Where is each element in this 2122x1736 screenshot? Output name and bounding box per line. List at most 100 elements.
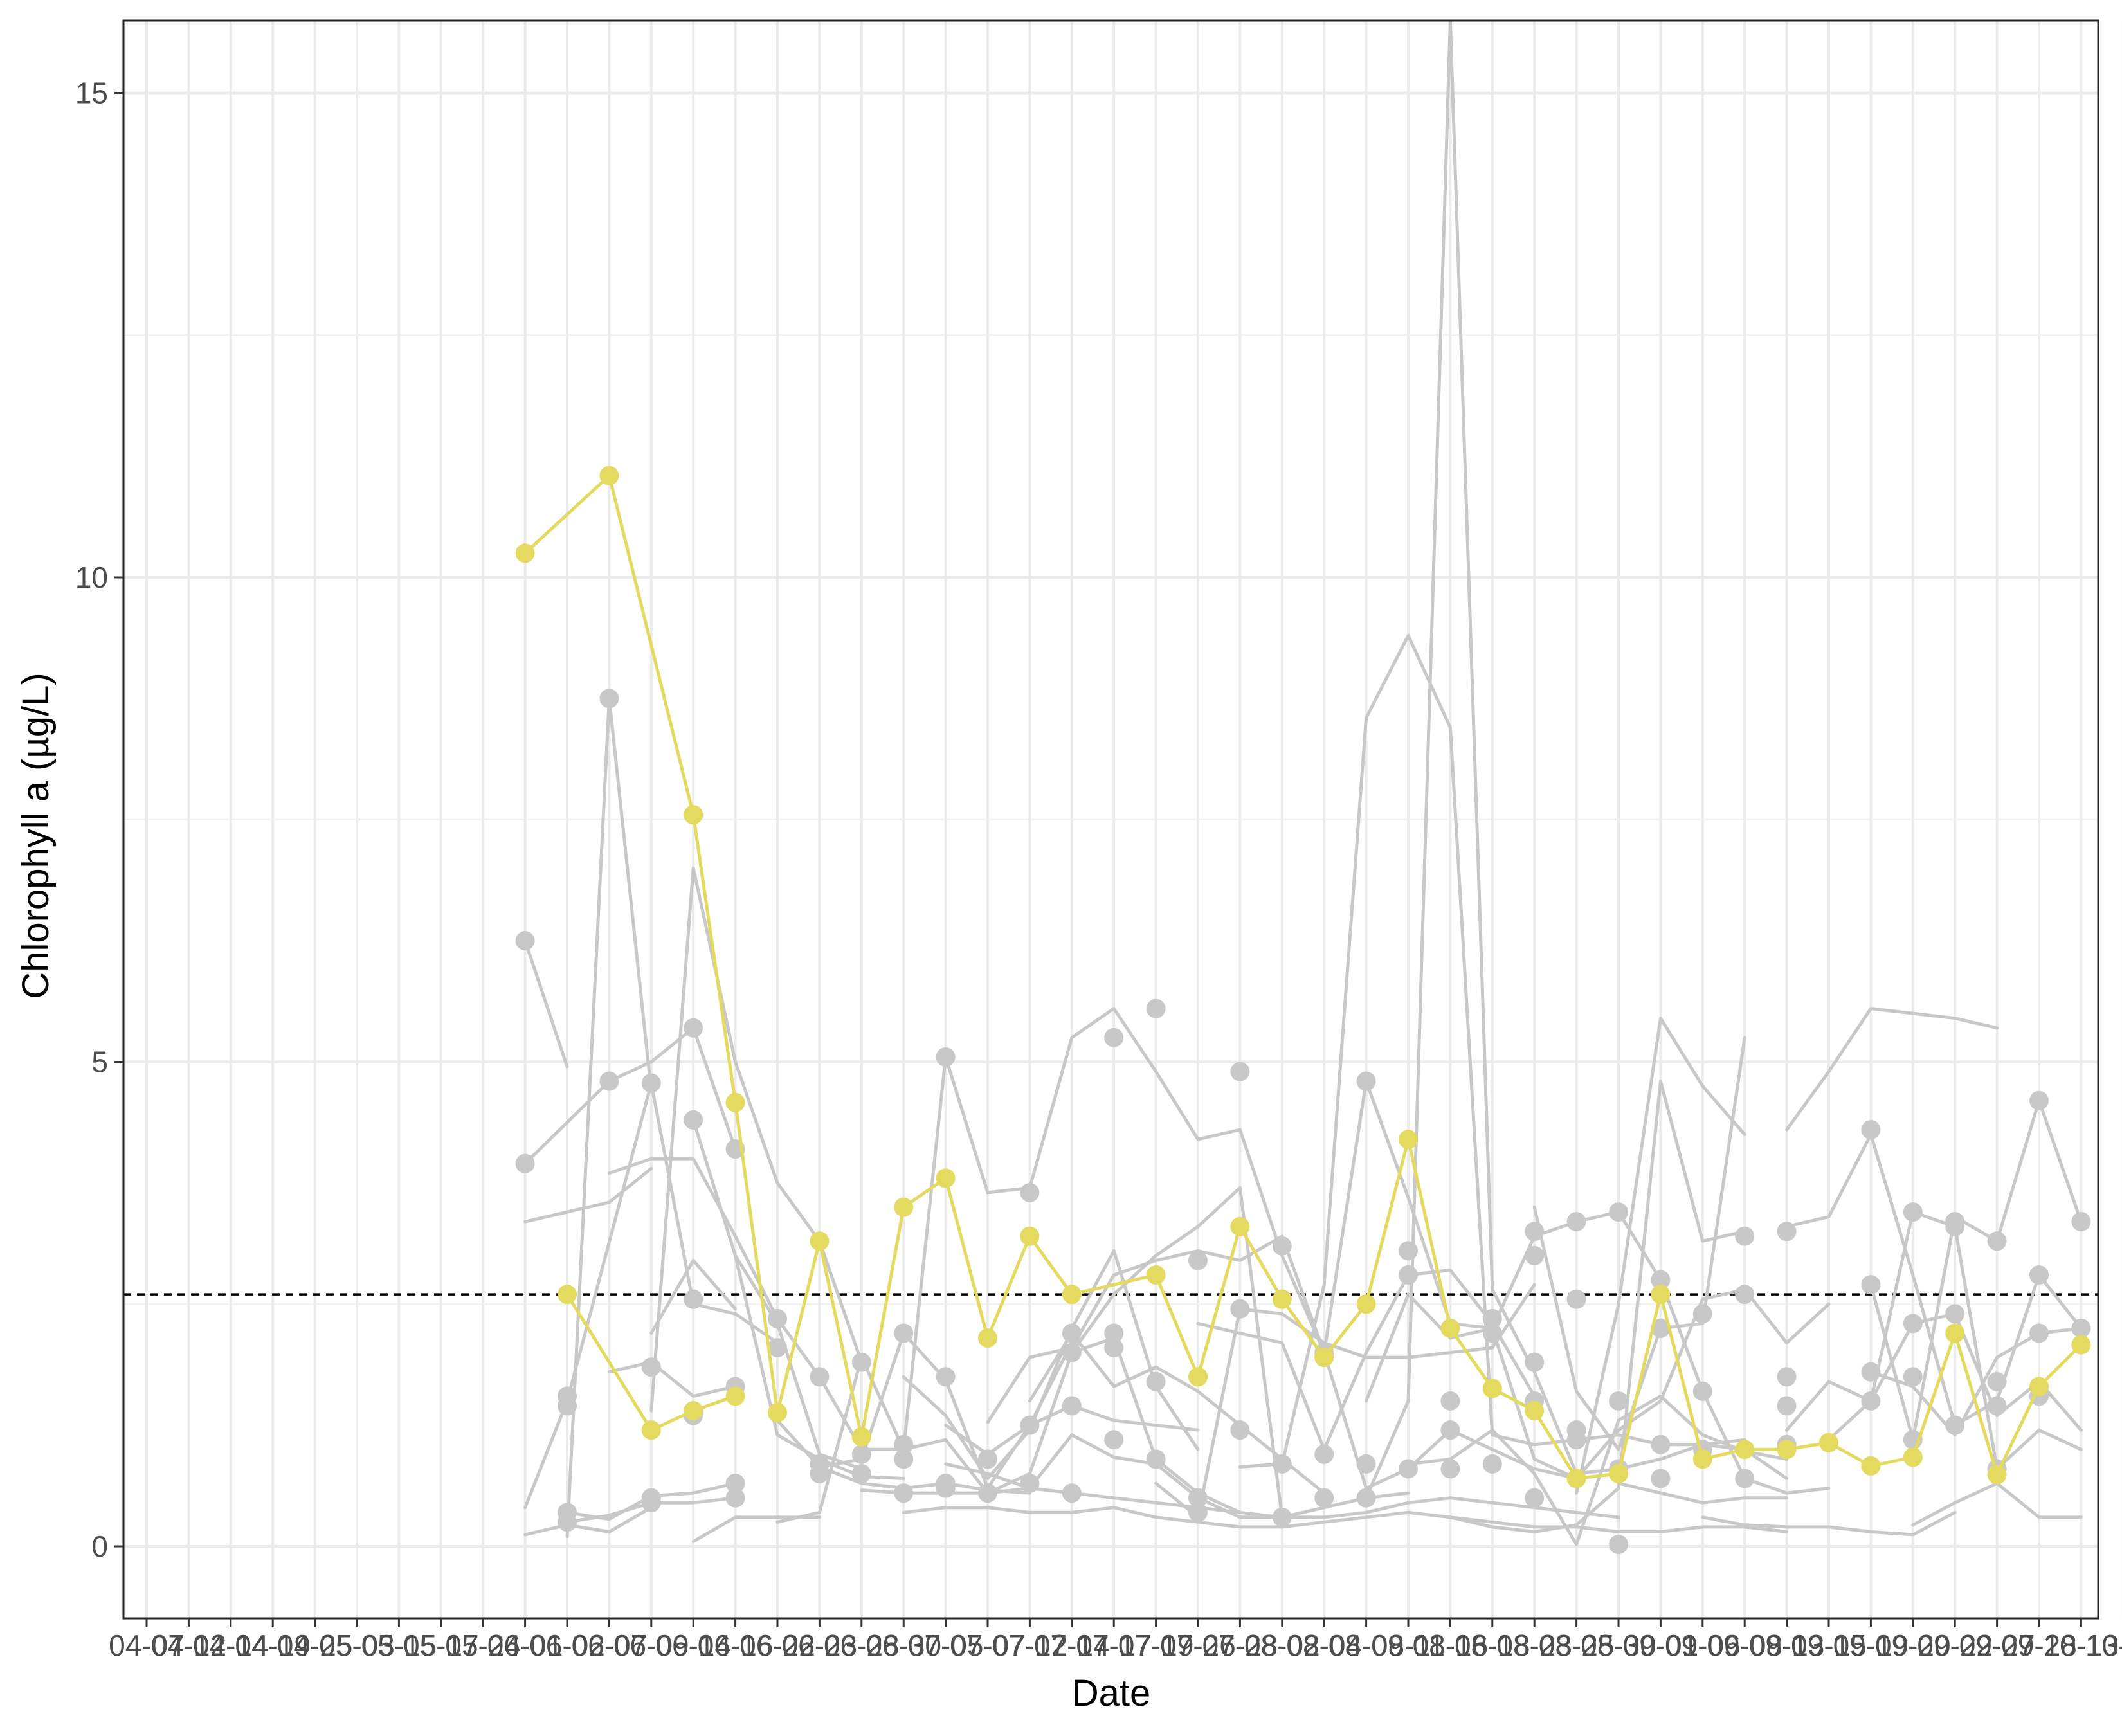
panel-border: [122, 19, 2099, 1620]
data-point: [1945, 1415, 1965, 1435]
x-tick-label: 07-28: [1202, 1629, 1278, 1662]
x-tick-label: 04-19: [235, 1629, 311, 1662]
x-tick-label: 04-25: [277, 1629, 353, 1662]
highlight-data-point: [515, 543, 535, 563]
x-tick-label: 06-28: [824, 1629, 900, 1662]
data-point: [1020, 1474, 1040, 1494]
data-point: [1735, 1285, 1755, 1305]
x-tick-label: 06-14: [655, 1629, 731, 1662]
data-point: [1399, 1265, 1418, 1285]
x-tick-label: 09-27: [1959, 1629, 2035, 1662]
x-tick-label: 09-28: [2001, 1629, 2077, 1662]
data-point: [558, 1512, 577, 1532]
x-tick-label: 08-04: [1286, 1629, 1362, 1662]
x-tick-label: 09-06: [1665, 1629, 1741, 1662]
data-point: [1440, 1420, 1460, 1440]
data-point: [1399, 1459, 1418, 1479]
highlight-data-point: [1692, 1449, 1712, 1469]
x-tick-label: 09-20: [1875, 1629, 1951, 1662]
data-point: [768, 1338, 787, 1358]
data-point: [894, 1449, 914, 1469]
x-tick-label: 10-13: [2044, 1629, 2119, 1662]
x-tick-label: 07-19: [1118, 1629, 1194, 1662]
x-tick-label: 09-01: [1623, 1629, 1699, 1662]
x-tick-label: 07-14: [1034, 1629, 1110, 1662]
highlight-data-point: [1777, 1440, 1797, 1460]
x-tick-label: 06-09: [613, 1629, 689, 1662]
x-tick-label: 05-03: [319, 1629, 395, 1662]
x-tick-label: 06-23: [782, 1629, 858, 1662]
data-point: [1482, 1323, 1502, 1343]
data-point: [810, 1463, 830, 1483]
data-point: [810, 1367, 830, 1387]
data-point: [1272, 1236, 1292, 1256]
series-line: [1196, 1269, 1536, 1451]
x-axis-ticks: 04-0704-1204-1404-1904-2505-0305-1505-17…: [109, 1618, 2122, 1662]
data-point: [558, 1396, 577, 1416]
data-point: [1609, 1534, 1628, 1554]
highlight-data-point: [1356, 1294, 1376, 1314]
highlight-data-point: [1525, 1401, 1545, 1421]
data-point: [1146, 1449, 1166, 1469]
y-axis-title: Chlorophyll a (µg/L): [15, 673, 57, 999]
data-point: [1861, 1119, 1881, 1139]
x-tick-label: 08-11: [1372, 1629, 1445, 1662]
data-point: [599, 1071, 619, 1091]
data-point: [1104, 1027, 1124, 1047]
series-line: [902, 1506, 1789, 1533]
series-line: [1406, 1394, 1789, 1546]
data-point: [2071, 1212, 2091, 1232]
data-point: [1525, 1222, 1545, 1242]
data-point: [1735, 1469, 1755, 1488]
data-point: [1566, 1289, 1586, 1309]
data-point: [1062, 1483, 1082, 1503]
highlight-data-point: [1399, 1130, 1418, 1150]
series-line: [1575, 1017, 1746, 1495]
data-point: [1482, 1308, 1502, 1328]
data-point: [1525, 1245, 1545, 1265]
data-point: [1987, 1396, 2007, 1416]
data-point: [936, 1478, 956, 1498]
data-point: [978, 1449, 997, 1469]
x-tick-label: 06-02: [529, 1629, 605, 1662]
data-point: [978, 1483, 997, 1503]
highlight-data-point: [1314, 1348, 1334, 1368]
data-point: [684, 1018, 703, 1038]
x-tick-label: 07-05: [908, 1629, 984, 1662]
data-point: [1903, 1202, 1923, 1222]
x-tick-label: 08-16: [1413, 1629, 1489, 1662]
data-point: [1903, 1314, 1923, 1334]
data-point: [1314, 1444, 1334, 1464]
data-point: [725, 1474, 745, 1494]
highlight-data-point: [1482, 1379, 1502, 1398]
highlight-data-point: [641, 1420, 661, 1440]
y-tick-label: 10: [75, 561, 108, 594]
data-point: [515, 1153, 535, 1173]
data-point: [768, 1308, 787, 1328]
data-point: [1272, 1507, 1292, 1527]
series-line: [986, 1234, 1579, 1490]
data-point: [1861, 1362, 1881, 1382]
x-tick-label: 09-15: [1791, 1629, 1867, 1662]
highlight-data-point: [1440, 1318, 1460, 1338]
highlight-data-point: [1987, 1465, 2007, 1485]
highlight-data-point: [2071, 1335, 2091, 1355]
highlight-data-point: [599, 466, 619, 485]
x-tick-label: 07-07: [950, 1629, 1026, 1662]
data-point: [936, 1367, 956, 1387]
data-point: [894, 1323, 914, 1343]
data-point: [1440, 1391, 1460, 1411]
highlight-data-point: [684, 1401, 703, 1421]
data-point: [1314, 1488, 1334, 1508]
x-tick-label: 07-12: [992, 1629, 1068, 1662]
x-tick-label: 04-07: [109, 1629, 185, 1662]
series-line: [1785, 1133, 2083, 1427]
series-line: [523, 1506, 653, 1537]
highlight-data-point: [1735, 1440, 1755, 1460]
highlight-data-point: [1566, 1469, 1586, 1488]
data-point: [515, 931, 535, 951]
data-point: [1188, 1503, 1208, 1523]
series-line: [523, 1026, 738, 1166]
x-tick-label: 08-30: [1581, 1629, 1656, 1662]
data-point: [851, 1444, 871, 1464]
